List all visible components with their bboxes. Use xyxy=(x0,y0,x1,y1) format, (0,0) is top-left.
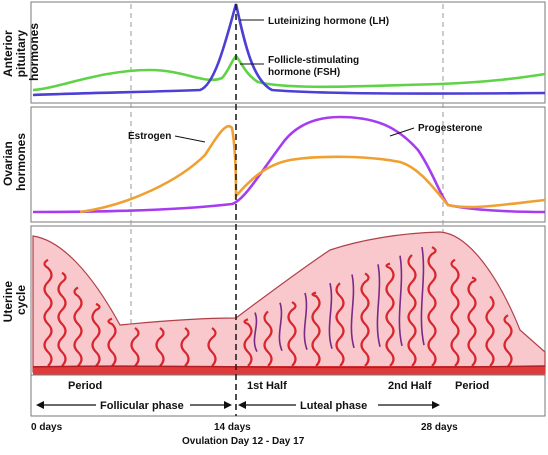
spiral-artery xyxy=(427,246,437,367)
spiral-artery xyxy=(407,254,417,367)
first-half-label: 1st Half xyxy=(247,380,287,392)
spiral-artery xyxy=(180,327,190,367)
spiral-artery xyxy=(467,276,477,367)
fsh-label: Follicle-stimulating hormone (FSH) xyxy=(268,55,362,78)
uterine-glands xyxy=(253,246,425,353)
spiral-artery xyxy=(311,291,321,367)
uterine-gland xyxy=(278,302,283,351)
spiral-artery xyxy=(503,314,513,367)
uterine-lining xyxy=(32,231,546,375)
basal-vessel xyxy=(32,365,546,369)
spiral-artery xyxy=(385,262,395,367)
spiral-artery xyxy=(57,271,67,367)
luteal-arrowhead-right xyxy=(432,401,440,409)
ovarian-ylabel: Ovarian hormones xyxy=(1,133,28,191)
spiral-artery xyxy=(335,282,345,367)
spiral-artery xyxy=(130,327,140,367)
uterine-gland xyxy=(253,312,258,353)
pituitary-ylabel: Anterior pituitary hormones xyxy=(1,23,41,81)
spiral-artery xyxy=(73,286,83,367)
uterine-gland xyxy=(350,274,355,349)
spiral-artery xyxy=(207,327,217,367)
spiral-artery xyxy=(107,317,117,367)
spiral-artery xyxy=(43,258,53,367)
uterine-gland xyxy=(303,292,308,350)
estrogen-label: Estrogen xyxy=(128,131,171,142)
spiral-artery xyxy=(450,258,460,367)
uterine-gland xyxy=(420,246,425,346)
lh-curve xyxy=(32,3,546,97)
uterine-gland xyxy=(328,282,333,349)
spiral-artery xyxy=(91,302,101,367)
tick-0-days: 0 days xyxy=(31,422,63,433)
follicular-arrowhead-left xyxy=(36,401,44,409)
basal-layer xyxy=(33,366,545,375)
lh-label: Luteinizing hormone (LH) xyxy=(268,16,389,27)
tick-14-days: 14 days xyxy=(214,422,251,433)
uterine-ylabel: Uterine cycle xyxy=(1,278,28,323)
uterine-gland xyxy=(376,264,381,348)
spiral-artery xyxy=(263,310,273,367)
estrogen-curve xyxy=(79,124,546,214)
progesterone-label: Progesterone xyxy=(418,123,483,134)
second-half-label: 2nd Half xyxy=(388,380,432,392)
spiral-artery xyxy=(360,272,370,367)
luteal-phase-label: Luteal phase xyxy=(300,400,367,412)
period-right-label: Period xyxy=(455,380,489,392)
ovulation-note: Ovulation Day 12 - Day 17 xyxy=(182,436,305,447)
follicular-arrowhead-right xyxy=(224,401,232,409)
fsh-curve xyxy=(32,54,546,92)
spiral-artery xyxy=(155,327,165,367)
follicular-phase-label: Follicular phase xyxy=(100,400,184,412)
tick-28-days: 28 days xyxy=(421,422,458,433)
luteal-arrowhead-left xyxy=(238,401,246,409)
spiral-artery xyxy=(243,318,253,367)
spiral-artery xyxy=(287,301,297,367)
estrogen-pointer xyxy=(174,135,206,143)
spiral-arteries xyxy=(43,246,513,367)
period-left-label: Period xyxy=(68,380,102,392)
uterine-gland xyxy=(398,255,403,347)
progesterone-pointer xyxy=(389,127,415,137)
spiral-artery xyxy=(485,295,495,367)
